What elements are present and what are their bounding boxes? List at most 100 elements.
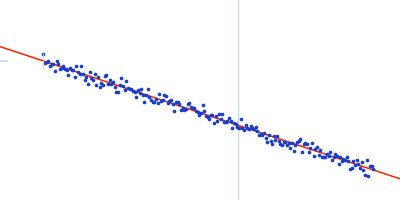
Point [271, 134, 277, 137]
Point [224, 119, 231, 122]
Point [60, 64, 66, 67]
Point [344, 155, 350, 158]
Point [164, 101, 171, 104]
Point [50, 63, 56, 66]
Point [151, 100, 158, 103]
Point [120, 85, 126, 88]
Point [279, 143, 285, 146]
Point [277, 142, 284, 145]
Point [246, 128, 252, 131]
Point [296, 140, 302, 143]
Point [316, 153, 322, 156]
Point [352, 163, 358, 167]
Point [266, 134, 272, 137]
Point [360, 168, 366, 171]
Point [368, 164, 375, 167]
Point [261, 131, 267, 135]
Point [314, 146, 320, 149]
Point [42, 62, 48, 65]
Point [181, 108, 188, 111]
Point [347, 168, 353, 171]
Point [297, 138, 304, 141]
Point [70, 68, 76, 71]
Point [47, 65, 53, 68]
Point [63, 68, 70, 71]
Point [180, 106, 186, 109]
Point [93, 83, 100, 86]
Point [362, 173, 368, 177]
Point [186, 102, 192, 105]
Point [342, 158, 348, 161]
Point [219, 112, 226, 115]
Point [118, 77, 124, 80]
Point [125, 86, 131, 90]
Point [252, 126, 259, 129]
Point [138, 87, 144, 90]
Point [85, 83, 91, 86]
Point [199, 103, 206, 107]
Point [234, 125, 240, 128]
Point [221, 121, 227, 124]
Point [370, 168, 376, 171]
Point [203, 114, 209, 118]
Point [280, 141, 287, 144]
Point [173, 101, 179, 104]
Point [226, 117, 232, 120]
Point [116, 83, 123, 86]
Point [158, 99, 164, 103]
Point [320, 155, 327, 158]
Point [131, 91, 138, 94]
Point [188, 106, 194, 109]
Point [133, 95, 139, 99]
Point [130, 89, 136, 93]
Point [264, 140, 270, 144]
Point [312, 147, 318, 151]
Point [168, 99, 174, 102]
Point [357, 167, 363, 170]
Point [100, 84, 106, 87]
Point [332, 152, 338, 155]
Point [222, 121, 229, 124]
Point [108, 82, 114, 86]
Point [238, 118, 244, 121]
Point [57, 67, 63, 70]
Point [337, 155, 343, 158]
Point [286, 142, 292, 145]
Point [216, 112, 222, 115]
Point [58, 66, 65, 69]
Point [123, 79, 130, 83]
Point [329, 158, 335, 161]
Point [154, 102, 161, 105]
Point [53, 60, 60, 63]
Point [249, 127, 256, 130]
Point [310, 154, 317, 158]
Point [208, 113, 214, 116]
Point [239, 127, 246, 130]
Point [294, 141, 300, 144]
Point [209, 114, 216, 117]
Point [145, 87, 151, 91]
Point [358, 160, 365, 164]
Point [242, 124, 249, 127]
Point [244, 126, 250, 129]
Point [228, 119, 234, 122]
Point [110, 80, 116, 83]
Point [309, 141, 315, 144]
Point [98, 81, 104, 84]
Point [102, 74, 108, 77]
Point [136, 91, 143, 95]
Point [325, 154, 332, 157]
Point [212, 114, 219, 118]
Point [121, 88, 128, 91]
Point [191, 107, 198, 110]
Point [143, 94, 149, 97]
Point [96, 86, 103, 89]
Point [115, 91, 121, 94]
Point [105, 82, 111, 85]
Point [170, 103, 176, 106]
Point [140, 94, 146, 97]
Point [171, 109, 178, 113]
Point [335, 162, 342, 165]
Point [236, 126, 242, 130]
Point [365, 174, 372, 177]
